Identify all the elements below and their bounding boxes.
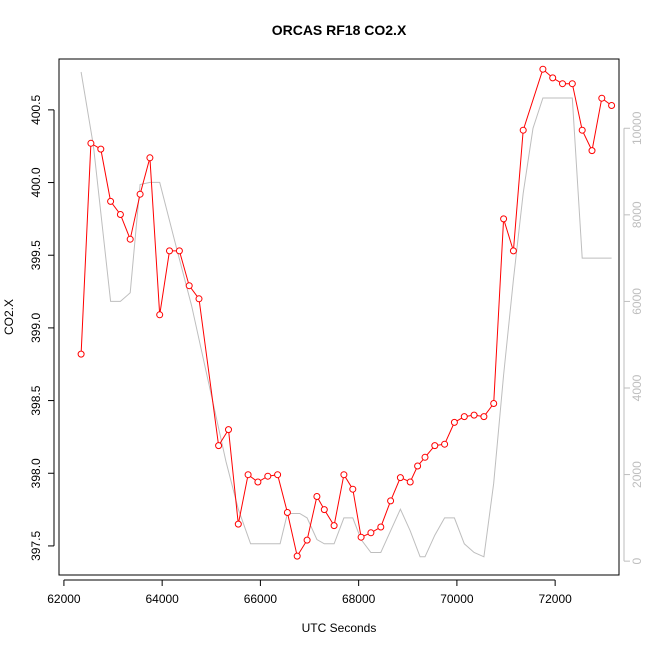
data-point (588, 147, 596, 155)
primary-series-layer (77, 65, 616, 560)
data-point (320, 506, 328, 514)
data-point (175, 247, 183, 255)
data-point (349, 485, 357, 493)
data-point (254, 478, 262, 486)
data-point (406, 478, 414, 486)
data-point (264, 472, 272, 480)
chart-title: ORCAS RF18 CO2.X (272, 22, 407, 38)
x-tick-label: 68000 (342, 592, 376, 606)
y-tick-label: 398.5 (29, 385, 43, 415)
primary-series-line (80, 68, 612, 558)
data-point (166, 247, 173, 255)
data-point (549, 74, 557, 82)
data-point (367, 529, 375, 537)
data-point (568, 80, 576, 88)
y-tick-label: 400.5 (29, 95, 43, 125)
x-axis-label: UTC Seconds (302, 621, 377, 635)
data-point (500, 215, 508, 223)
data-point (340, 471, 348, 479)
data-point (357, 533, 365, 541)
x-tick-label: 72000 (538, 592, 572, 606)
data-point (283, 509, 291, 516)
data-point (87, 139, 95, 147)
plot-frame (58, 58, 620, 576)
data-point (450, 418, 458, 426)
data-point (274, 471, 282, 479)
data-point (490, 400, 498, 407)
data-point (244, 471, 252, 479)
data-point (578, 126, 586, 134)
data-point (116, 211, 124, 218)
data-point (480, 413, 488, 421)
data-point (225, 426, 232, 434)
y2-tick-label: 0 (630, 557, 644, 564)
data-point (608, 102, 616, 109)
y-tick-label: 397.5 (29, 531, 43, 561)
x-tick-label: 66000 (244, 592, 278, 606)
data-point (470, 411, 478, 419)
data-point (330, 522, 338, 530)
data-point (107, 197, 115, 205)
data-point (97, 145, 105, 153)
data-point (414, 462, 422, 470)
y-axis-label: CO2.X (2, 299, 16, 335)
x-tick-label: 64000 (145, 592, 179, 606)
data-point (539, 65, 547, 73)
data-point (77, 350, 85, 358)
y2-tick-label: 4000 (630, 374, 644, 401)
y2-tick-label: 8000 (630, 201, 644, 228)
data-point (126, 235, 134, 243)
data-point (185, 282, 193, 290)
x-tick-label: 62000 (47, 592, 81, 606)
y2-tick-label: 10000 (630, 111, 644, 145)
data-point (156, 311, 164, 319)
y-tick-label: 398.0 (29, 458, 43, 488)
secondary-series-line (80, 71, 612, 558)
data-point (377, 523, 385, 531)
secondary-series-layer (80, 71, 612, 558)
data-point (460, 413, 468, 421)
data-point (431, 442, 439, 450)
data-point (387, 497, 395, 505)
y2-tick-label: 6000 (630, 288, 644, 315)
y-tick-label: 400.0 (29, 167, 43, 197)
data-point (234, 520, 242, 528)
data-point (303, 536, 311, 544)
data-point (421, 453, 429, 461)
data-point (146, 154, 154, 162)
data-point (396, 474, 404, 482)
data-point (441, 440, 449, 448)
x-tick-label: 70000 (440, 592, 474, 606)
data-point (136, 190, 144, 198)
data-point (598, 94, 606, 102)
y-tick-label: 399.5 (29, 240, 43, 270)
data-point (519, 126, 527, 134)
axes-layer: 62000 64000 66000 68000 70000 72000 397.5 398.0… (29, 95, 644, 606)
data-point (313, 493, 321, 500)
data-point (559, 80, 566, 88)
data-point (215, 442, 223, 450)
data-point (195, 295, 203, 303)
y-tick-label: 399.0 (29, 313, 43, 343)
data-point (293, 552, 301, 560)
y2-tick-label: 2000 (630, 461, 644, 488)
data-point (509, 247, 517, 255)
